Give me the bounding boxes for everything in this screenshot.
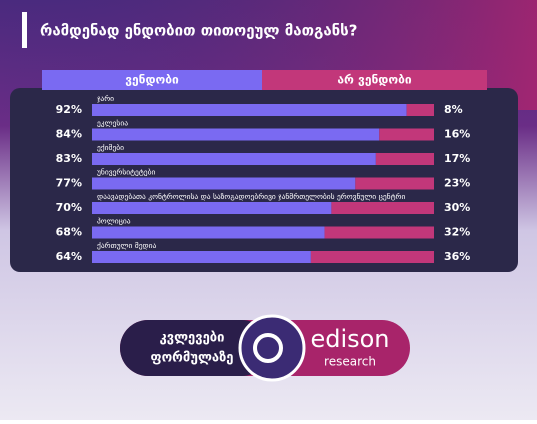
footer-pill-left	[120, 320, 270, 376]
bar-segment	[92, 104, 407, 116]
bar-segment	[92, 153, 376, 165]
value-label: 32%	[444, 226, 470, 239]
title-marker	[22, 12, 27, 48]
legend-label: არ ვენდობი	[337, 73, 411, 87]
brand-sub: research	[324, 355, 376, 369]
bar-segment	[331, 202, 434, 214]
category-label: პოლიცია	[97, 217, 131, 226]
category-label: დაავადებათა კონტროლისა და საზოგადოებრივი…	[97, 192, 405, 201]
value-label: 8%	[444, 103, 463, 116]
category-label: ეკლესია	[97, 119, 128, 128]
bar-segment	[92, 202, 332, 214]
legend: ვენდობი არ ვენდობი	[42, 70, 487, 90]
bar-segment	[92, 251, 311, 263]
value-label: 23%	[444, 177, 470, 190]
legend-label: ვენდობი	[125, 73, 179, 87]
bar-segment	[92, 226, 325, 239]
bar-segment	[406, 104, 434, 116]
bar-segment	[379, 128, 434, 141]
value-label: 16%	[444, 128, 470, 141]
value-label: 83%	[56, 152, 82, 165]
value-label: 92%	[56, 103, 82, 116]
bar-segment	[324, 226, 434, 239]
logo-mark	[253, 333, 283, 363]
category-label: ჯარი	[97, 94, 114, 103]
value-label: 68%	[56, 226, 82, 239]
chart-title: რამდენად ენდობით თითოეულ მათგანს?	[40, 22, 357, 40]
value-label: 30%	[444, 201, 470, 214]
rows: ჯარი 92% 8% ეკლესია 84% 16% ექიმები 83% 17% უნივე…	[56, 94, 470, 263]
bar-segment	[375, 153, 434, 165]
category-label: უნივერსიტეტები	[97, 168, 155, 177]
legend-swatch	[262, 70, 487, 90]
logo-circle	[238, 314, 306, 382]
bar-segment	[355, 177, 434, 190]
value-label: 17%	[444, 152, 470, 165]
bar-segment	[92, 177, 356, 190]
footer-line1: კვლევები	[160, 331, 225, 346]
footer-line2: ფორმულაზე	[151, 351, 234, 366]
brand: edison	[310, 325, 389, 353]
value-label: 64%	[56, 250, 82, 263]
legend-swatch	[42, 70, 262, 90]
value-label: 84%	[56, 128, 82, 141]
category-label: ქართული მედია	[97, 241, 157, 250]
category-label: ექიმები	[97, 143, 124, 152]
value-label: 70%	[56, 201, 82, 214]
bar-segment	[310, 251, 434, 263]
bar-segment	[92, 128, 380, 141]
value-label: 77%	[56, 177, 82, 190]
value-label: 36%	[444, 250, 470, 263]
